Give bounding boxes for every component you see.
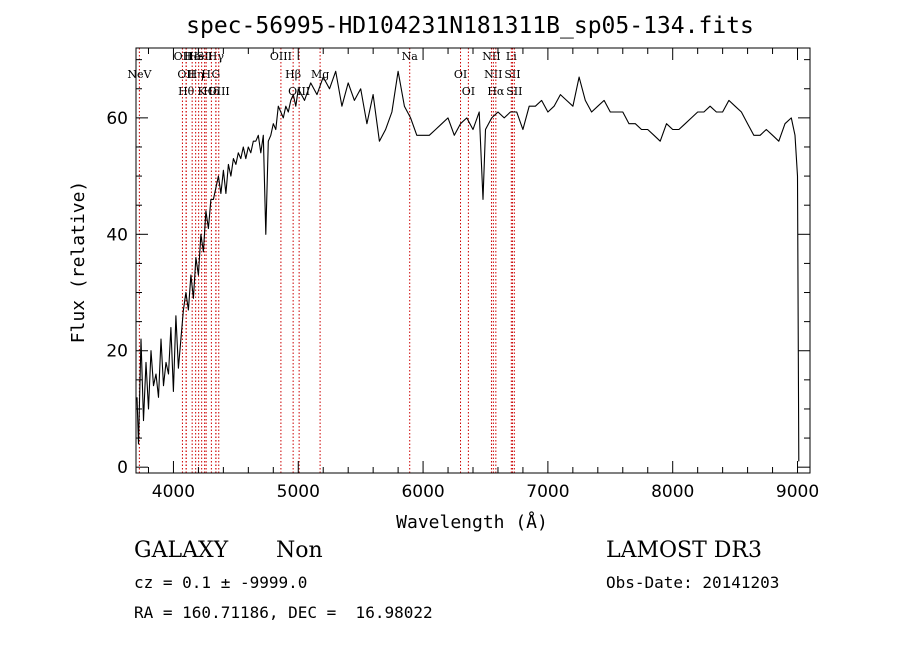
object-class: GALAXY — [134, 538, 229, 563]
marker-label: G — [211, 68, 220, 81]
y-axis-label: Flux (relative) — [68, 181, 89, 344]
marker-label: OI — [454, 68, 467, 81]
x-tick-label: 9000 — [776, 482, 819, 502]
redshift-line: cz = 0.1 ± -9999.0 — [134, 573, 308, 592]
object-subclass: Non — [276, 538, 323, 563]
radec-line: RA = 160.71186, DEC = 16.98022 — [134, 603, 433, 622]
chart-title: spec-56995-HD104231N181311B_sp05-134.fit… — [186, 13, 754, 39]
marker-label: SII — [197, 50, 213, 63]
marker-label: SII — [504, 68, 520, 81]
x-tick-label: 6000 — [401, 482, 444, 502]
marker-label: HeI — [188, 50, 208, 63]
x-tick-label: 8000 — [651, 482, 694, 502]
obs-date: Obs-Date: 20141203 — [606, 573, 780, 592]
marker-label: H — [201, 68, 211, 81]
marker-label: Mg — [311, 68, 329, 81]
y-tick-label: 60 — [106, 109, 128, 129]
marker-label: OII — [177, 68, 195, 81]
axis-ticks: 4000 5000 6000 7000 8000 9000 0 20 40 60 — [106, 48, 819, 502]
marker-label: Hθ — [178, 85, 195, 98]
x-axis-label: Wavelength (Å) — [396, 511, 548, 533]
marker-label: OIII — [208, 85, 230, 98]
marker-label: Hα — [487, 85, 505, 98]
marker-label: OII — [174, 50, 192, 63]
x-tick-label: 4000 — [152, 482, 195, 502]
marker-label: Hη — [188, 68, 204, 81]
y-tick-label: 20 — [106, 342, 128, 362]
marker-label: Li — [506, 50, 517, 63]
marker-label: OIII — [270, 50, 292, 63]
marker-label: SII — [506, 85, 522, 98]
marker-label: Na — [402, 50, 419, 63]
spectral-line-markers: NeVOIIOIIHθHeHηHeIKSIIHHδHγGOIIIOIIIHβOI… — [127, 48, 522, 473]
spectrum-line — [136, 70, 800, 462]
x-tick-label: 5000 — [277, 482, 320, 502]
marker-label: He — [184, 50, 200, 63]
y-tick-label: 40 — [106, 225, 128, 245]
marker-label: K — [198, 85, 207, 98]
marker-label: Hβ — [285, 68, 301, 81]
marker-label: NeV — [127, 68, 152, 81]
x-tick-label: 7000 — [526, 482, 569, 502]
plot-frame — [135, 47, 811, 474]
marker-label: OI — [462, 85, 475, 98]
marker-label: NII — [484, 68, 502, 81]
survey-name: LAMOST DR3 — [606, 538, 762, 563]
y-tick-label: 0 — [117, 458, 128, 478]
